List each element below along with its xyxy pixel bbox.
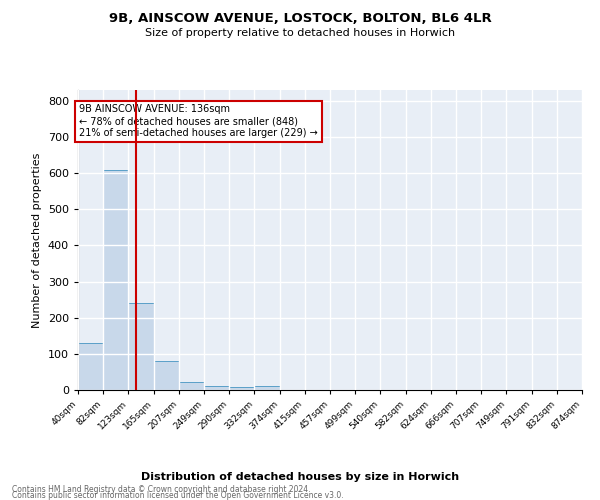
Text: Size of property relative to detached houses in Horwich: Size of property relative to detached ho… [145,28,455,38]
Bar [78,343,103,390]
Bar [229,387,254,390]
Text: Distribution of detached houses by size in Horwich: Distribution of detached houses by size … [141,472,459,482]
Bar [128,304,154,390]
Bar [154,361,179,390]
Bar [205,386,229,390]
Bar [179,382,205,390]
Text: Contains public sector information licensed under the Open Government Licence v3: Contains public sector information licen… [12,492,344,500]
Text: 9B AINSCOW AVENUE: 136sqm
← 78% of detached houses are smaller (848)
21% of semi: 9B AINSCOW AVENUE: 136sqm ← 78% of detac… [79,104,318,138]
Y-axis label: Number of detached properties: Number of detached properties [32,152,42,328]
Text: 9B, AINSCOW AVENUE, LOSTOCK, BOLTON, BL6 4LR: 9B, AINSCOW AVENUE, LOSTOCK, BOLTON, BL6… [109,12,491,26]
Bar [254,386,280,390]
Text: Contains HM Land Registry data © Crown copyright and database right 2024.: Contains HM Land Registry data © Crown c… [12,484,311,494]
Bar [103,170,128,390]
